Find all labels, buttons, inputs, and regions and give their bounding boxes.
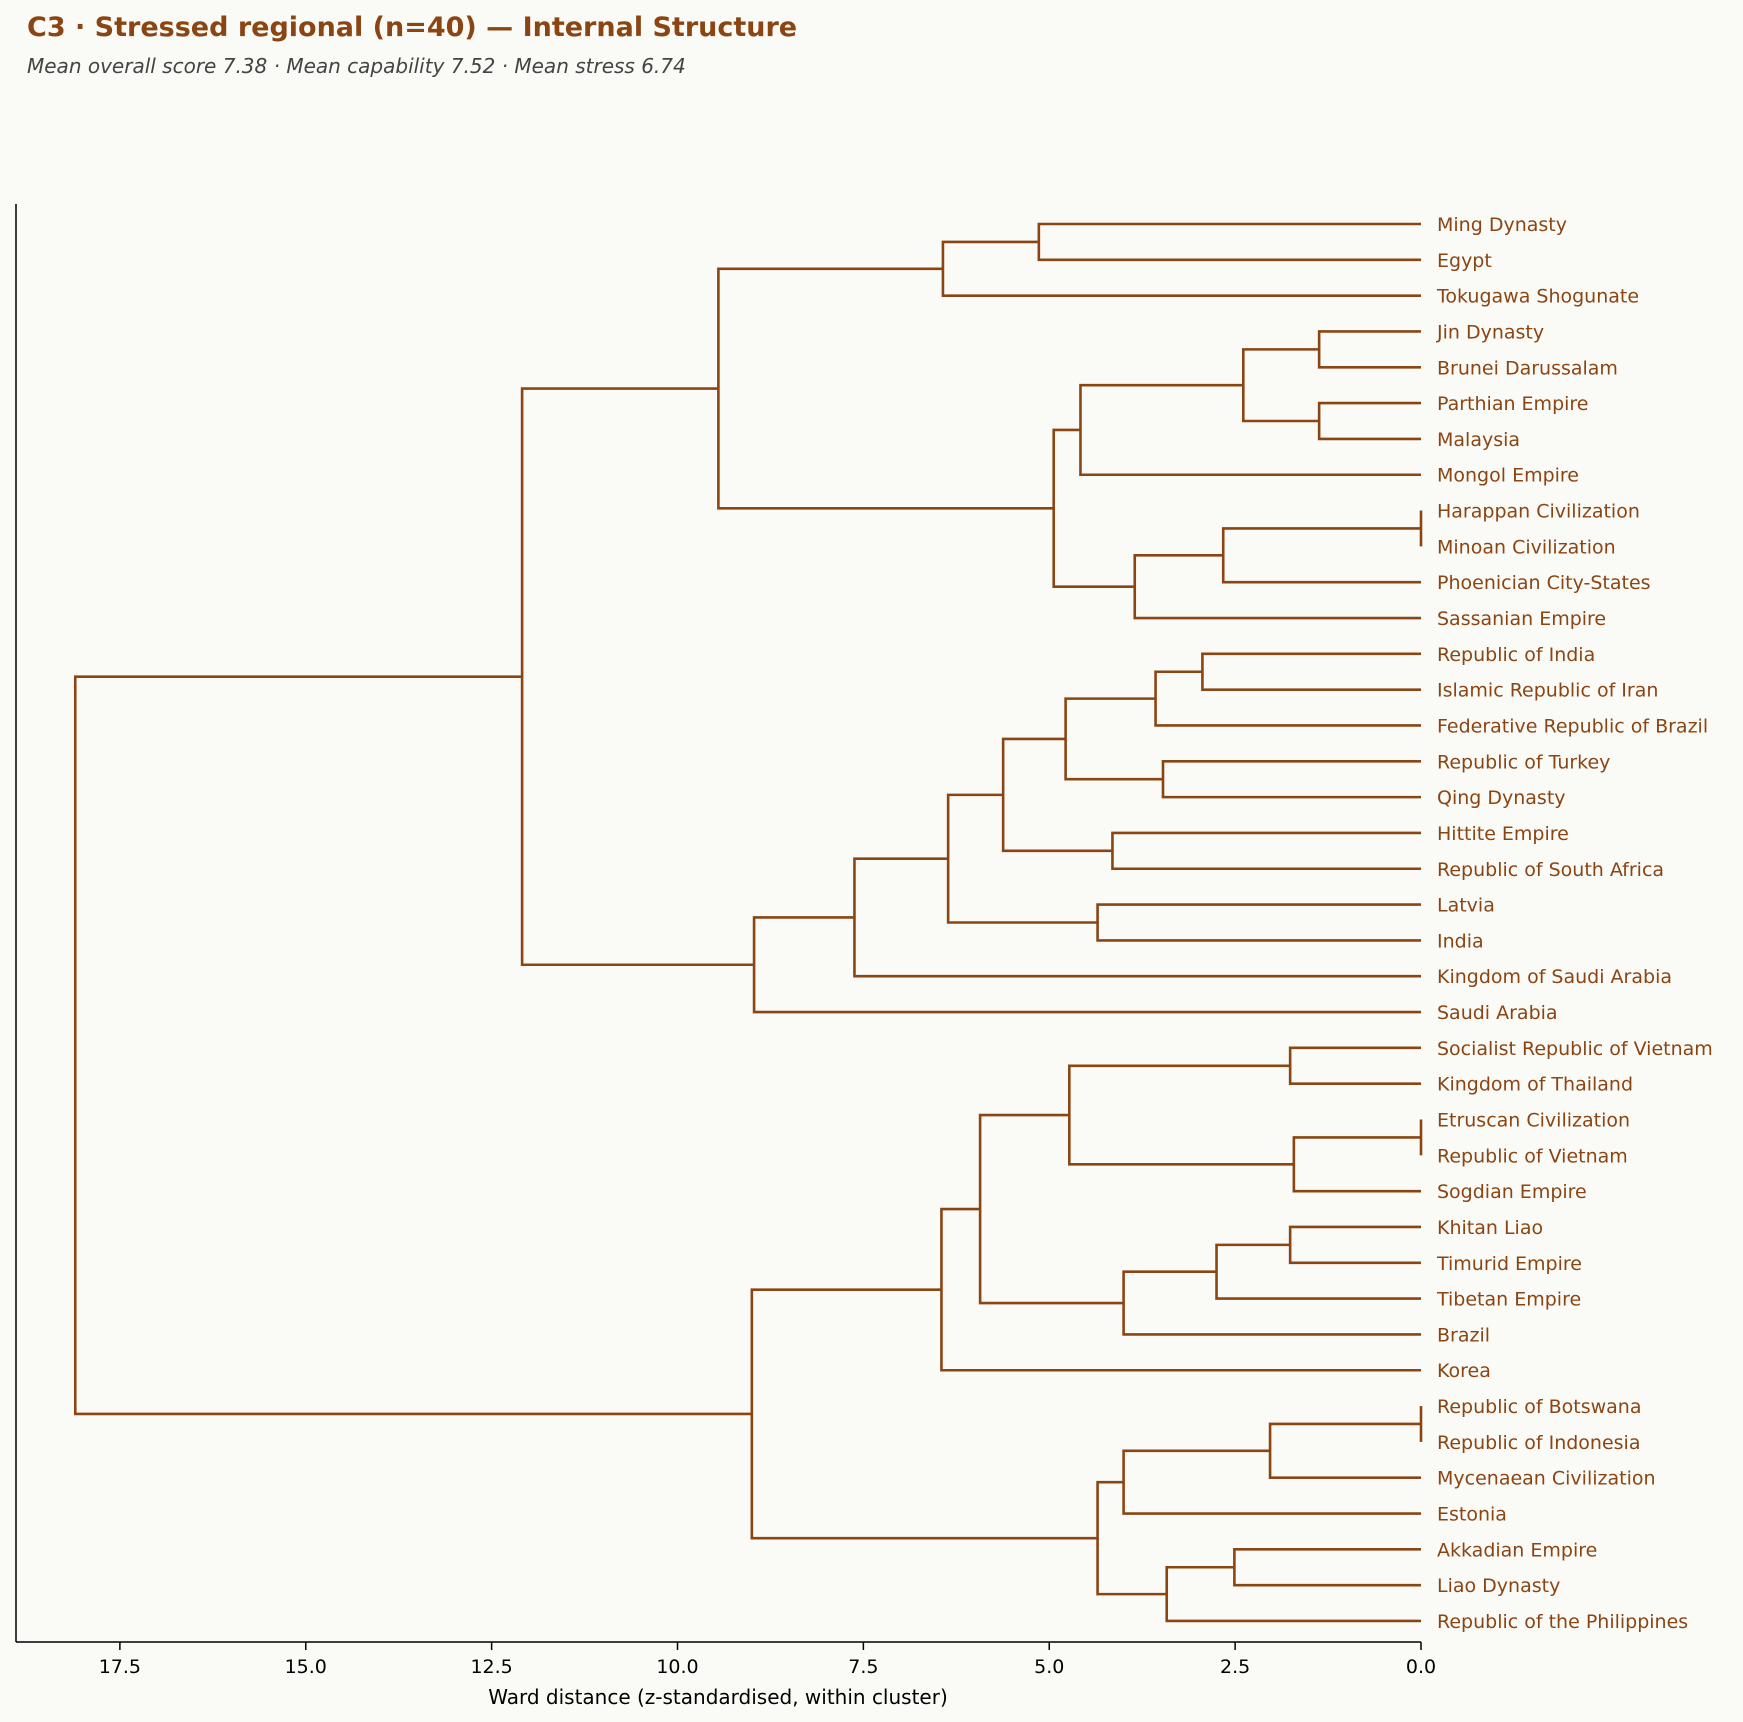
leaf-label: Brazil [1437, 1324, 1490, 1346]
dendrogram-link-5 [1242, 348, 1320, 423]
x-axis-label: Ward distance (z-standardised, within cl… [488, 1685, 948, 1709]
dendrogram-link-16 [1111, 831, 1421, 871]
x-tick-label: 2.5 [1220, 1656, 1250, 1678]
leaf-label: Mycenaean Civilization [1437, 1468, 1656, 1490]
leaf-label: Jin Dynasty [1436, 321, 1544, 343]
leaf-label: Sassanian Empire [1437, 608, 1606, 630]
leaf-label: Saudi Arabia [1437, 1002, 1558, 1024]
dendrogram-link-35 [1233, 1548, 1421, 1587]
dendrogram-link-12 [1201, 652, 1421, 691]
dendrogram-link-15 [1064, 697, 1164, 781]
x-tick-label: 17.5 [99, 1656, 141, 1678]
dendrogram-link-14 [1161, 760, 1421, 799]
dendrogram-links [73, 222, 1423, 1623]
dendrogram-link-27 [1288, 1225, 1421, 1265]
x-tick-label: 0.0 [1406, 1656, 1436, 1678]
dendrogram-link-13 [1154, 670, 1421, 727]
leaf-label: Tibetan Empire [1436, 1289, 1581, 1311]
leaf-label: Khitan Liao [1437, 1217, 1543, 1239]
axes [15, 204, 1421, 1643]
dendrogram-link-3 [1317, 330, 1421, 369]
leaf-label: Mongol Empire [1437, 465, 1579, 487]
x-tick-label: 10.0 [656, 1656, 698, 1678]
dendrogram-link-34 [1122, 1449, 1421, 1515]
leaf-label: Minoan Civilization [1437, 536, 1616, 558]
leaf-label: Kingdom of Thailand [1437, 1074, 1633, 1096]
dendrogram-link-18 [1096, 903, 1421, 942]
leaf-label: India [1437, 930, 1484, 952]
dendrogram-link-11 [717, 267, 1054, 510]
dendrogram-link-1 [1037, 222, 1421, 262]
leaf-label: Harappan Civilization [1437, 501, 1640, 523]
leaf-label: Liao Dynasty [1437, 1575, 1560, 1597]
dendrogram-link-19 [946, 793, 1098, 924]
leaf-label: Republic of India [1437, 644, 1595, 666]
x-ticks: 17.5 15.0 12.5 10.0 7.5 5.0 2.5 0.0 [99, 1642, 1436, 1678]
leaf-label: Hittite Empire [1437, 823, 1569, 845]
leaf-label: Parthian Empire [1437, 393, 1589, 415]
dendrogram-link-31 [940, 1207, 1421, 1372]
dendrogram-link-6 [1079, 383, 1421, 477]
leaf-label: Egypt [1437, 250, 1492, 272]
leaf-label: Republic of Botswana [1437, 1396, 1641, 1418]
leaf-label: Sogdian Empire [1437, 1181, 1587, 1203]
leaf-labels: Ming Dynasty Egypt Tokugawa Shogunate Jin D… [1436, 214, 1713, 1633]
leaf-label: Timurid Empire [1436, 1253, 1582, 1275]
leaf-label: Etruscan Civilization [1437, 1110, 1630, 1132]
dendrogram-link-4 [1317, 401, 1421, 441]
leaf-label: Kingdom of Saudi Arabia [1437, 966, 1672, 988]
leaf-label: Republic of Indonesia [1437, 1432, 1640, 1454]
leaf-label: Tokugawa Shogunate [1436, 286, 1639, 308]
dendrogram-link-37 [1096, 1480, 1167, 1596]
leaf-label: Qing Dynasty [1437, 787, 1566, 809]
leaf-label: Republic of Vietnam [1437, 1145, 1628, 1167]
dendrogram-link-21 [752, 916, 1421, 1014]
x-tick-label: 7.5 [848, 1656, 878, 1678]
leaf-label: Republic of Turkey [1437, 751, 1610, 773]
dendrogram-link-23 [1288, 1046, 1421, 1085]
dendrogram-link-30 [978, 1113, 1124, 1305]
dendrogram-link-26 [1068, 1064, 1294, 1166]
dendrogram-link-38 [750, 1288, 1098, 1540]
x-tick-label: 15.0 [285, 1656, 327, 1678]
leaf-label: Republic of South Africa [1437, 859, 1664, 881]
dendrogram-link-9 [1133, 554, 1421, 620]
dendrogram-link-8 [1221, 527, 1421, 584]
leaf-label: Islamic Republic of Iran [1437, 680, 1658, 702]
dendrogram-link-25 [1292, 1136, 1421, 1193]
dendrogram-link-20 [853, 857, 1421, 978]
dendrogram-link-39 [73, 675, 752, 1416]
chart-subtitle: Mean overall score 7.38 · Mean capabilit… [27, 54, 686, 78]
dendrogram-link-17 [1001, 737, 1113, 853]
leaf-label: Socialist Republic of Vietnam [1437, 1038, 1713, 1060]
dendrogram-link-2 [941, 240, 1421, 297]
leaf-label: Brunei Darussalam [1437, 357, 1618, 379]
chart-title: C3 · Stressed regional (n=40) — Internal… [27, 12, 798, 43]
dendrogram-link-29 [1122, 1270, 1421, 1336]
dendrogram-link-10 [1052, 428, 1135, 588]
dendrogram-link-36 [1165, 1565, 1421, 1623]
leaf-label: Federative Republic of Brazil [1437, 715, 1708, 737]
leaf-label: Estonia [1437, 1504, 1507, 1526]
leaf-label: Latvia [1437, 895, 1495, 917]
dendrogram-link-22 [520, 387, 755, 967]
dendrogram-link-33 [1268, 1422, 1421, 1479]
x-tick-label: 12.5 [470, 1656, 512, 1678]
dendrogram-link-28 [1215, 1243, 1421, 1300]
leaf-label: Republic of the Philippines [1437, 1611, 1688, 1633]
x-tick-label: 5.0 [1034, 1656, 1064, 1678]
leaf-label: Korea [1437, 1360, 1491, 1382]
leaf-label: Malaysia [1437, 429, 1520, 451]
leaf-label: Phoenician City-States [1437, 572, 1651, 594]
leaf-label: Ming Dynasty [1437, 214, 1567, 236]
leaf-label: Akkadian Empire [1437, 1539, 1597, 1561]
